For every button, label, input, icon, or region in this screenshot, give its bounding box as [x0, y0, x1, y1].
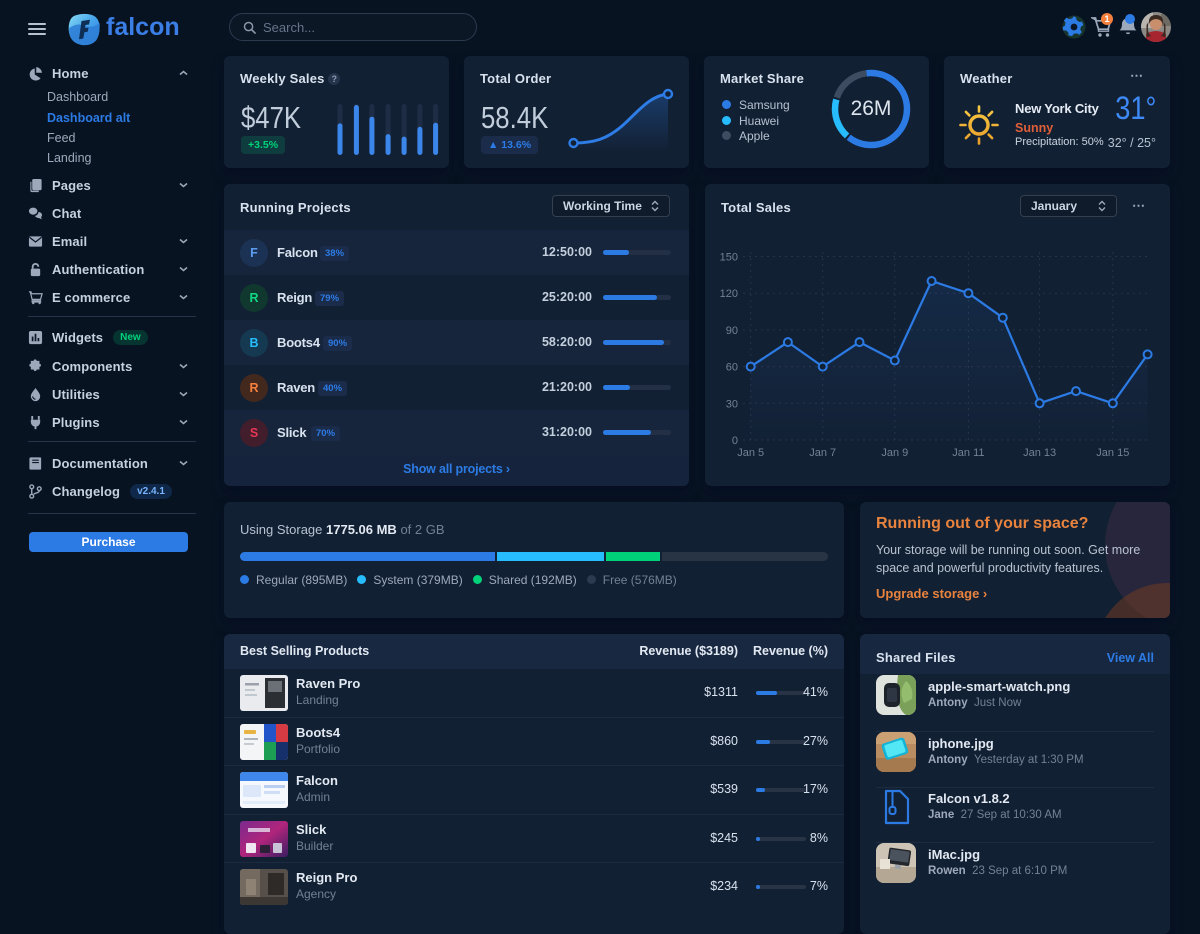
svg-text:0: 0 — [732, 435, 738, 447]
svg-text:90: 90 — [726, 325, 738, 337]
svg-text:Jan 7: Jan 7 — [809, 447, 836, 459]
svg-text:Jan 15: Jan 15 — [1096, 447, 1129, 459]
svg-text:120: 120 — [720, 288, 738, 300]
svg-text:Jan 11: Jan 11 — [952, 447, 984, 459]
svg-text:150: 150 — [720, 252, 738, 264]
svg-text:Jan 5: Jan 5 — [737, 447, 764, 459]
svg-text:60: 60 — [726, 362, 738, 374]
svg-text:Jan 13: Jan 13 — [1023, 447, 1056, 459]
svg-text:30: 30 — [726, 398, 738, 410]
svg-text:Jan 9: Jan 9 — [881, 447, 908, 459]
